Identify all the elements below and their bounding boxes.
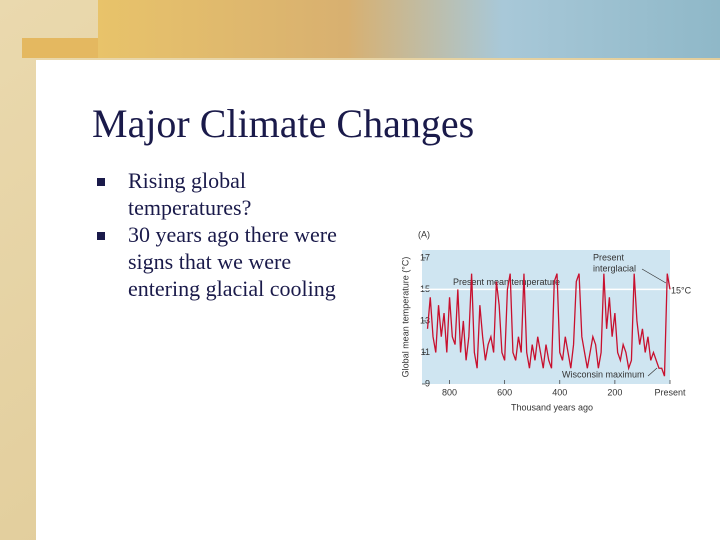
bullet-text: 30 years ago there were (128, 222, 337, 247)
y-tick-label: 11 (421, 347, 430, 357)
plot-area (422, 250, 670, 384)
annotation: 15°C (671, 285, 692, 295)
annotation: Present (593, 252, 625, 262)
bullet-text: signs that we were (128, 249, 291, 274)
x-axis-label: Thousand years ago (511, 402, 593, 412)
annotation: interglacial (593, 263, 636, 273)
x-tick-label: 400 (552, 387, 567, 397)
x-tick-label: 800 (442, 387, 457, 397)
bullet-text: Rising global (128, 168, 246, 193)
annotation-arrow (641, 268, 667, 284)
y-tick-label: 13 (420, 315, 430, 325)
banner (98, 0, 720, 58)
y-tick-label: 9 (425, 378, 430, 388)
bullet-text: entering glacial cooling (128, 276, 336, 301)
slide-title: Major Climate Changes (92, 101, 474, 146)
x-tick-label: Present (654, 387, 686, 397)
panel-label: (A) (418, 229, 430, 239)
annotation: Wisconsin maximum (562, 369, 645, 379)
annotation-arrow (647, 367, 658, 377)
data-line (426, 273, 671, 377)
y-tick-label: 17 (420, 252, 430, 262)
y-axis-label: Global mean temperature (°C) (400, 257, 410, 378)
x-tick-label: 200 (607, 387, 622, 397)
bullet-marker (97, 232, 105, 240)
banner-strip (22, 38, 98, 58)
bullet-marker (97, 178, 105, 186)
x-tick-label: 600 (497, 387, 512, 397)
mean-line-label: Present mean temperature (453, 277, 560, 287)
bullet-text: temperatures? (128, 195, 251, 220)
